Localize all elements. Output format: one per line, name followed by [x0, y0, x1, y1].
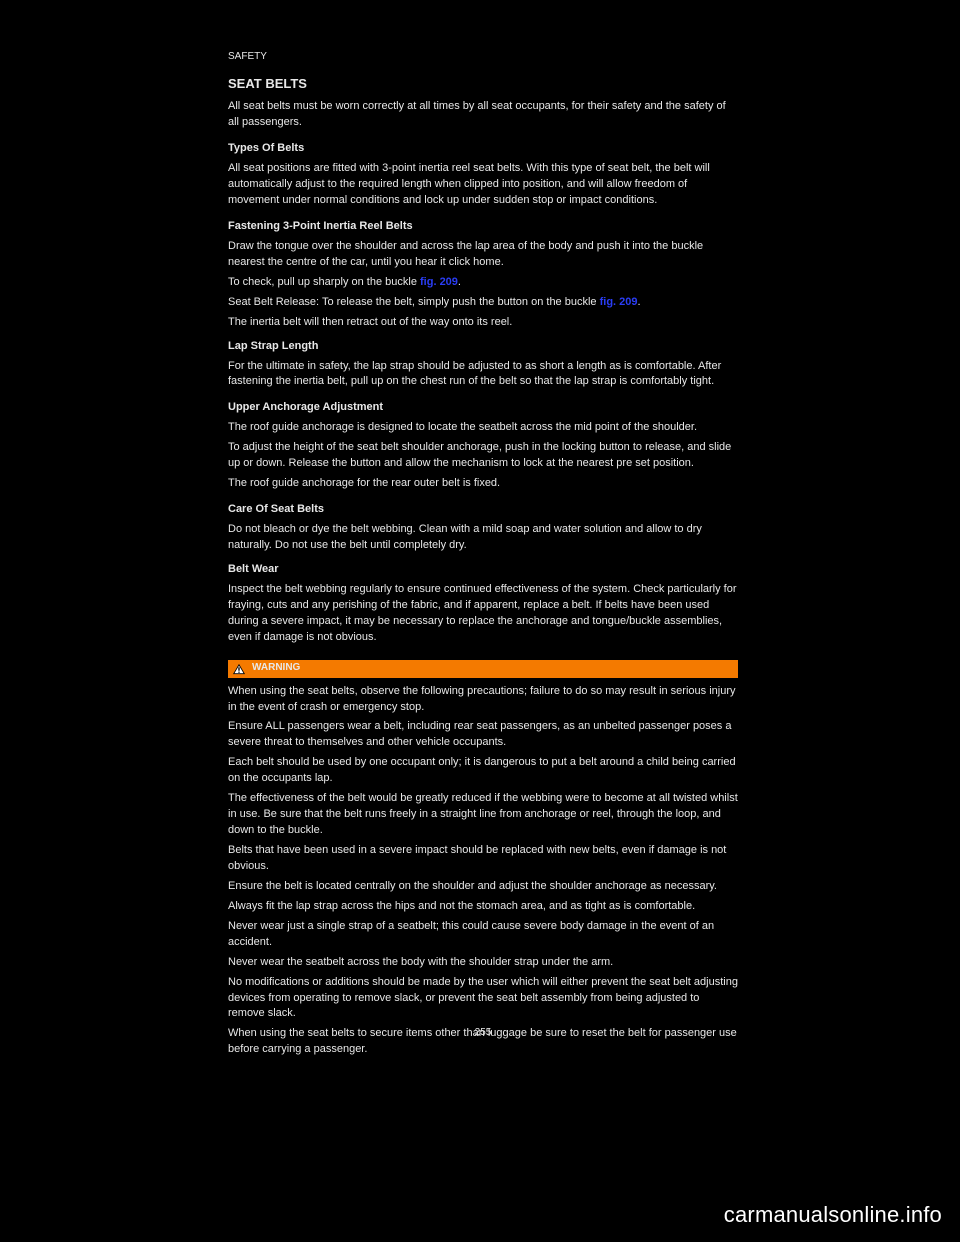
- fastening-check-text: To check, pull up sharply on the buckle: [228, 276, 420, 288]
- watermark: carmanualsonline.info: [724, 1202, 942, 1228]
- lap-strap-text: For the ultimate in safety, the lap stra…: [228, 359, 738, 391]
- warning-item: Never wear the seatbelt across the body …: [228, 955, 738, 971]
- page-header: SAFETY: [228, 50, 738, 65]
- figure-reference[interactable]: fig. 209: [600, 296, 638, 308]
- intro-para: All seat belts must be worn correctly at…: [228, 99, 738, 131]
- fastening-heading: Fastening 3-Point Inertia Reel Belts: [228, 219, 738, 235]
- upper-anchorage-driver: The roof guide anchorage is designed to …: [228, 420, 738, 436]
- care-text: Do not bleach or dye the belt webbing. C…: [228, 522, 738, 554]
- warning-label: WARNING: [252, 661, 300, 676]
- warning-item: Ensure ALL passengers wear a belt, inclu…: [228, 719, 738, 751]
- upper-anchorage-rear: The roof guide anchorage for the rear ou…: [228, 476, 738, 492]
- lap-strap-heading: Lap Strap Length: [228, 339, 738, 355]
- belt-wear-heading: Belt Wear: [228, 562, 738, 578]
- fastening-check: To check, pull up sharply on the buckle …: [228, 275, 738, 291]
- upper-anchorage-adjust: To adjust the height of the seat belt sh…: [228, 440, 738, 472]
- section-seat-belts-title: SEAT BELTS: [228, 75, 738, 94]
- warning-body: When using the seat belts, observe the f…: [228, 684, 738, 1059]
- manual-page: SAFETY SEAT BELTS All seat belts must be…: [228, 50, 738, 1064]
- upper-anchorage-heading: Upper Anchorage Adjustment: [228, 400, 738, 416]
- warning-item: Ensure the belt is located centrally on …: [228, 879, 738, 895]
- warning-item: Belts that have been used in a severe im…: [228, 843, 738, 875]
- belt-wear-text: Inspect the belt webbing regularly to en…: [228, 582, 738, 646]
- warning-triangle-icon: [232, 663, 246, 675]
- fastening-release-text: Seat Belt Release: To release the belt, …: [228, 296, 600, 308]
- figure-reference[interactable]: fig. 209: [420, 276, 458, 288]
- belt-types-heading: Types Of Belts: [228, 141, 738, 157]
- belt-types-text: All seat positions are fitted with 3-poi…: [228, 161, 738, 209]
- warning-item: Each belt should be used by one occupant…: [228, 755, 738, 787]
- page-number: 255: [475, 1026, 492, 1041]
- warning-item: Always fit the lap strap across the hips…: [228, 899, 738, 915]
- warning-leadin: When using the seat belts, observe the f…: [228, 684, 738, 716]
- warning-item: The effectiveness of the belt would be g…: [228, 791, 738, 839]
- care-heading: Care Of Seat Belts: [228, 502, 738, 518]
- warning-bar: WARNING: [228, 660, 738, 678]
- fastening-release: Seat Belt Release: To release the belt, …: [228, 295, 738, 311]
- fastening-release-tail: .: [638, 296, 641, 308]
- warning-item: Never wear just a single strap of a seat…: [228, 919, 738, 951]
- fastening-draw: Draw the tongue over the shoulder and ac…: [228, 239, 738, 271]
- fastening-retract: The inertia belt will then retract out o…: [228, 315, 738, 331]
- warning-item: No modifications or additions should be …: [228, 975, 738, 1023]
- fastening-check-tail: .: [458, 276, 461, 288]
